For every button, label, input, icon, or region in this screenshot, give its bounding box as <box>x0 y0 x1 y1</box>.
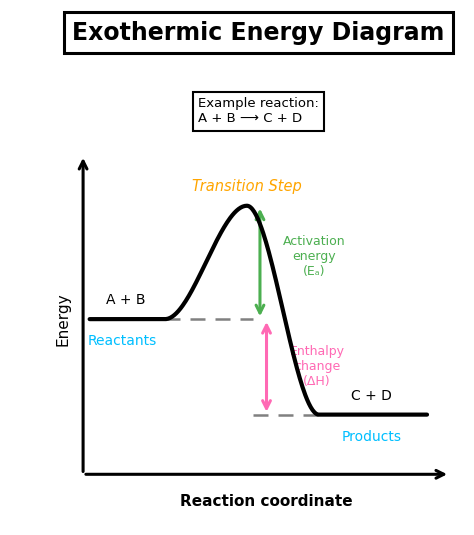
Text: Example reaction:
A + B ⟶ C + D: Example reaction: A + B ⟶ C + D <box>198 97 319 125</box>
Text: A + B: A + B <box>106 293 146 307</box>
Text: Products: Products <box>341 430 401 444</box>
Text: Energy: Energy <box>56 292 71 346</box>
Text: Enthalpy
change
(ΔH): Enthalpy change (ΔH) <box>290 346 345 388</box>
Text: Exothermic Energy Diagram: Exothermic Energy Diagram <box>72 20 445 44</box>
Text: Transition Step: Transition Step <box>192 179 302 194</box>
Text: Activation
energy
(Eₐ): Activation energy (Eₐ) <box>283 235 346 278</box>
Text: Reaction coordinate: Reaction coordinate <box>180 494 353 509</box>
Text: C + D: C + D <box>351 389 392 403</box>
Text: Reactants: Reactants <box>88 334 157 348</box>
